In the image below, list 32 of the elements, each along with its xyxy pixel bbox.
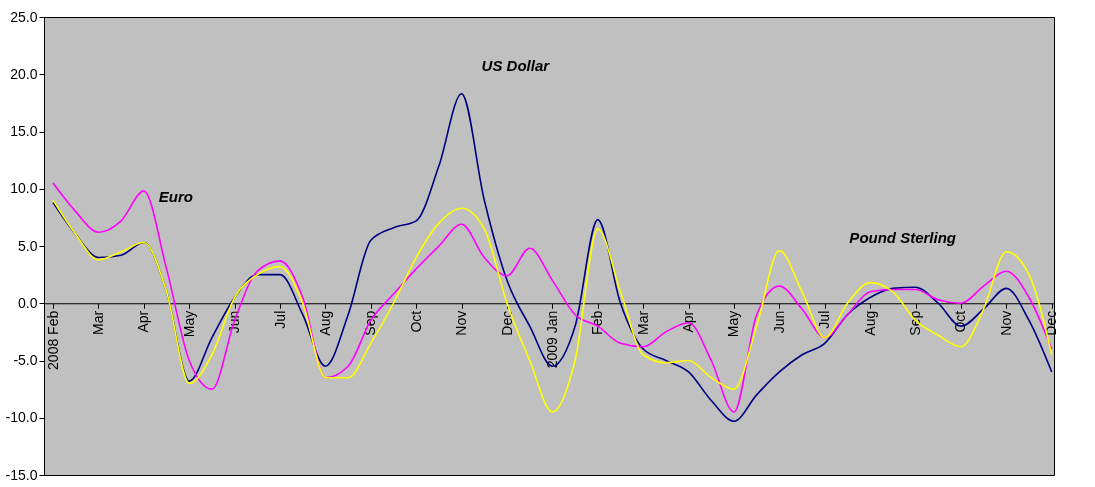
series-label: US Dollar [481, 56, 551, 74]
x-tick-label: Mar [634, 310, 651, 335]
x-tick-label: Dec [498, 310, 515, 336]
y-tick-label: -15.0 [5, 466, 38, 483]
x-tick-label: Feb [589, 310, 606, 335]
x-tick-label: Oct [952, 310, 969, 333]
x-tick-label: Mar [89, 310, 106, 335]
x-tick-label: May [725, 310, 742, 338]
y-tick-label: 0.0 [18, 294, 38, 311]
x-tick-label: Apr [680, 310, 697, 333]
x-tick-label: 2009 Jan [543, 310, 560, 369]
y-tick-label: 5.0 [18, 237, 38, 254]
x-tick-label: Nov [997, 310, 1014, 336]
x-tick-label: Aug [316, 310, 333, 336]
x-tick-label: May [180, 310, 197, 338]
x-tick-label: Jul [271, 310, 288, 329]
y-tick-label: 10.0 [10, 180, 38, 197]
x-tick-label: Sep [907, 310, 924, 336]
y-tick-label: -5.0 [13, 352, 38, 368]
text: Pound Sterling [849, 228, 957, 246]
x-tick-label: 2008 Feb [44, 310, 61, 370]
series-label: Euro [158, 188, 194, 206]
x-tick-label: Apr [135, 310, 152, 333]
y-tick-label: -10.0 [5, 409, 38, 426]
y-tick-label: 15.0 [10, 123, 38, 139]
y-tick-label: 25.0 [10, 8, 38, 25]
x-tick-label: Nov [453, 310, 470, 336]
y-tick-label: 20.0 [10, 65, 38, 82]
x-tick-label: Oct [407, 310, 424, 333]
x-tick-label: Jul [816, 310, 833, 329]
x-tick-label: Aug [861, 310, 878, 336]
x-tick-label: Jun [770, 310, 787, 334]
